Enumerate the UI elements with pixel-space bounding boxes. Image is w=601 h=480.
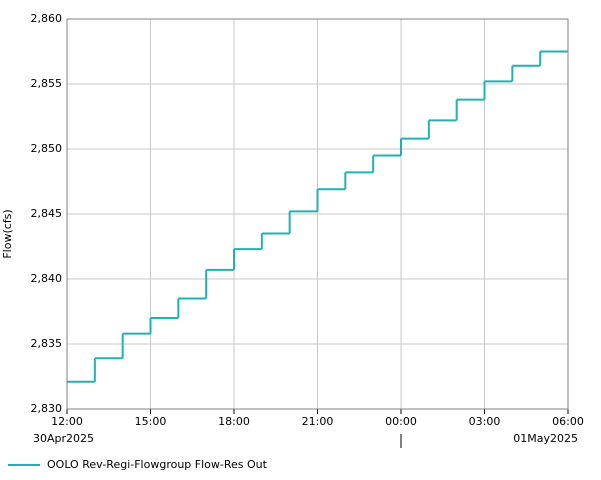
- y-tick-label: 2,835: [31, 337, 63, 350]
- x-tick-label: 06:00: [552, 415, 584, 428]
- legend-label: OOLO Rev-Regi-Flowgroup Flow-Res Out: [47, 458, 268, 471]
- y-axis-label: Flow(cfs): [1, 209, 14, 258]
- y-tick-label: 2,860: [31, 12, 63, 25]
- y-tick-label: 2,855: [31, 77, 63, 90]
- x-tick-label: 21:00: [302, 415, 334, 428]
- y-tick-label: 2,850: [31, 142, 63, 155]
- y-tick-label: 2,830: [31, 402, 63, 415]
- x-tick-label: 15:00: [135, 415, 167, 428]
- y-tick-label: 2,845: [31, 207, 63, 220]
- date-label: 01May2025: [513, 432, 578, 445]
- x-tick-label: 18:00: [218, 415, 250, 428]
- date-label: 30Apr2025: [33, 432, 94, 445]
- x-tick-label: 12:00: [51, 415, 83, 428]
- x-tick-label: 00:00: [385, 415, 417, 428]
- plot-border: [66, 18, 569, 410]
- y-tick-label: 2,840: [31, 272, 63, 285]
- x-tick-label: 03:00: [469, 415, 501, 428]
